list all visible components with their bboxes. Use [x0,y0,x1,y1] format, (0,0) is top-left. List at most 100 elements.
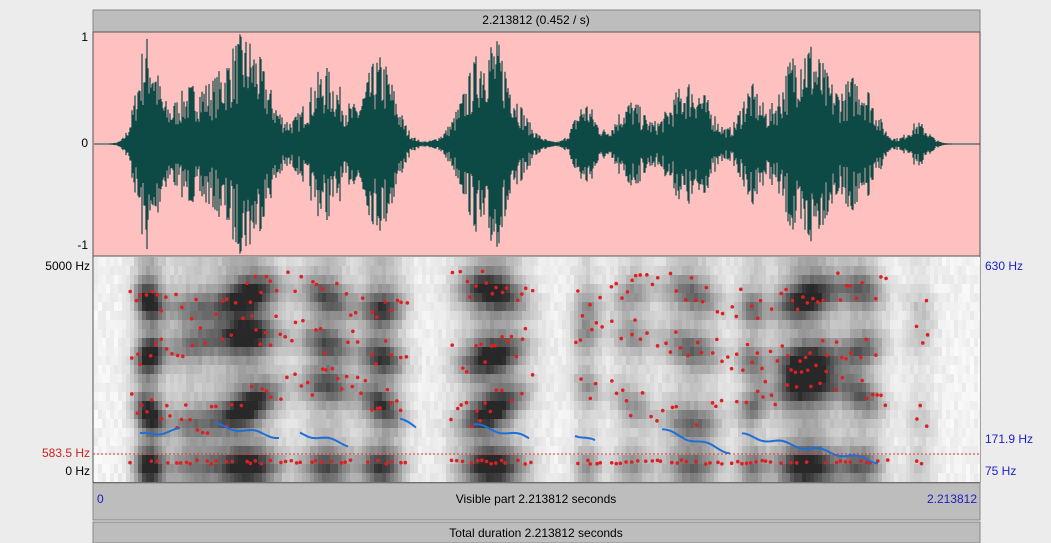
spectrogram-cell [322,383,326,392]
spectrogram-cell [346,383,350,392]
spectrogram-cell [198,383,202,392]
spectrogram-cell [746,374,750,383]
spectrogram-cell [710,383,714,392]
spectrogram-cell [382,392,386,401]
spectrogram-cell [546,464,550,473]
spectrogram-cell [342,257,346,266]
spectrogram-cell [442,347,446,356]
spectrogram-cell [354,392,358,401]
spectrogram-cell [414,437,418,446]
spectrogram-cell [342,329,346,338]
spectrogram-cell [382,410,386,419]
spectrogram-cell [810,374,814,383]
spectrogram-cell [230,275,234,284]
spectrogram-cell [202,464,206,473]
spectrogram-cell [694,302,698,311]
spectrogram-cell [854,302,858,311]
spectrogram-cell [362,356,366,365]
spectrogram-cell [242,356,246,365]
spectrogram-cell [310,302,314,311]
spectrogram-cell [854,419,858,428]
spectrogram-cell [786,266,790,275]
spectrogram-cell [886,410,890,419]
spectrogram-cell [874,320,878,329]
spectrogram-cell [550,428,554,437]
spectrogram-cell [114,347,118,356]
spectrogram-cell [306,257,310,266]
spectrogram-cell [198,347,202,356]
spectrogram-cell [262,356,266,365]
spectrogram-cell [238,473,242,482]
spectrogram-cell [742,473,746,482]
spectrogram-cell [650,347,654,356]
spectrogram-cell [486,338,490,347]
spectrogram-cell [194,473,198,482]
spectrogram-cell [466,284,470,293]
spectrogram-cell [846,257,850,266]
spectrogram-cell [202,347,206,356]
spectrogram-cell [874,383,878,392]
spectrogram-cell [454,311,458,320]
spectrogram-cell [458,365,462,374]
spectrogram-cell [842,473,846,482]
spectrogram-cell [686,311,690,320]
spectrogram-cell [394,464,398,473]
spectrogram-cell [390,437,394,446]
spectrogram-cell [278,311,282,320]
spectrogram-cell [634,374,638,383]
spectrogram-cell [442,455,446,464]
spectrogram-cell [146,320,150,329]
spectrogram-cell [170,329,174,338]
spectrogram-cell [434,311,438,320]
spectrogram-cell [270,428,274,437]
spectrogram-cell [258,266,262,275]
spectrogram-cell [502,410,506,419]
spectrogram-cell [606,410,610,419]
spectrogram-cell [598,374,602,383]
spectrogram-cell [234,473,238,482]
spectrogram-cell [758,356,762,365]
spectrogram-cell [102,437,106,446]
spectrogram-cell [438,338,442,347]
spectrogram-cell [154,464,158,473]
spectrogram-cell [602,302,606,311]
spectrogram-cell [242,464,246,473]
spectrogram-cell [486,347,490,356]
spectrogram-cell [394,374,398,383]
spectrogram-cell [594,302,598,311]
spectrogram-cell [678,365,682,374]
spectrogram-cell [810,455,814,464]
spectrogram-cell [454,437,458,446]
spectrogram-cell [802,284,806,293]
spectrogram-cell [238,284,242,293]
spectrogram-cell [138,374,142,383]
spectrogram-cell [178,329,182,338]
spectrogram-cell [514,275,518,284]
spectrogram-cell [134,374,138,383]
spectrogram-cell [406,374,410,383]
spectrogram-cell [690,293,694,302]
spectrogram-cell [314,275,318,284]
spectrogram-cell [138,302,142,311]
spectrogram-cell [594,374,598,383]
spectrogram-cell [798,347,802,356]
spectrogram-cell [506,410,510,419]
spectrogram-cell [550,266,554,275]
spectrogram-cell [850,383,854,392]
spectrogram-cell [298,338,302,347]
spectrogram-cell [850,428,854,437]
spectrogram-cell [706,302,710,311]
spectrogram-cell [554,284,558,293]
spectrogram-cell [834,284,838,293]
spectrogram-cell [630,311,634,320]
spectrogram-cell [818,464,822,473]
spectrogram-cell [506,347,510,356]
spectrogram-cell [818,401,822,410]
spectrogram-cell [546,392,550,401]
spectrogram-cell [474,392,478,401]
spectrogram-cell [714,320,718,329]
spectrogram-cell [118,293,122,302]
spectrogram-cell [870,302,874,311]
spectrogram-cell [430,257,434,266]
spectrogram-cell [462,392,466,401]
